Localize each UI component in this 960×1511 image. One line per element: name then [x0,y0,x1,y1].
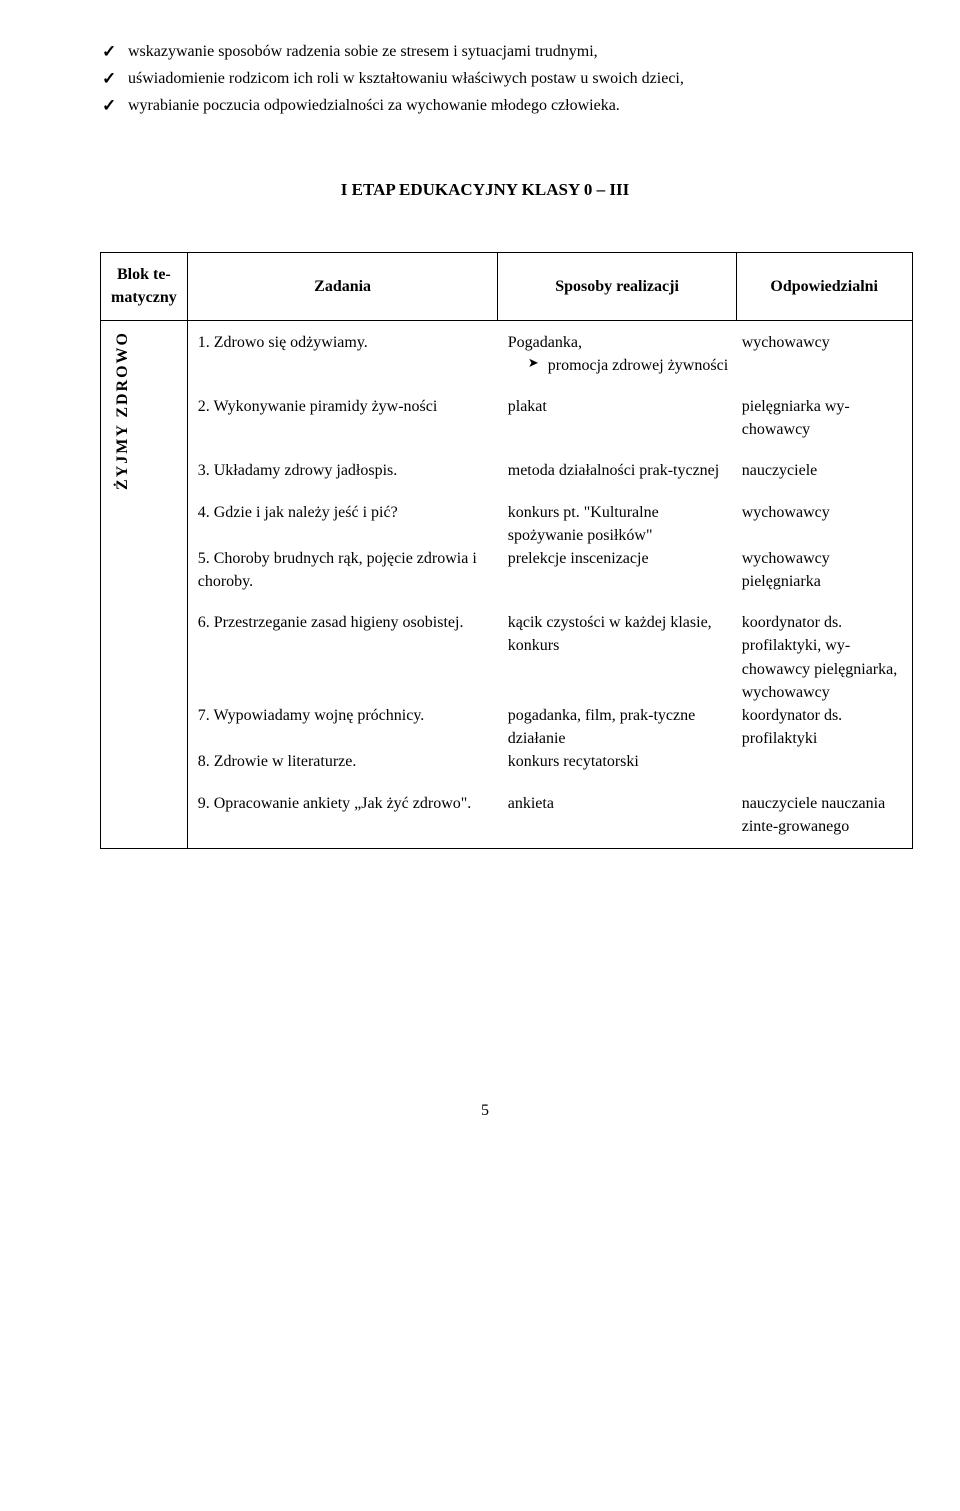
header-tasks: Zadania [187,253,498,320]
task-text: 1. Zdrowo się odżywiamy. [198,331,496,377]
method-text: Pogadanka, promocja zdrowej żywności [508,331,730,377]
bullet-item: uświadomienie rodzicom ich roli w kształ… [100,67,870,90]
curriculum-table: Blok te-matyczny Zadania Sposoby realiza… [100,252,913,849]
table-row: 3. Układamy zdrowy jadłospis. metoda dzi… [198,459,902,482]
method-text: plakat [508,395,730,441]
bullet-item: wyrabianie poczucia odpowiedzialności za… [100,94,870,117]
page-number: 5 [100,1099,870,1122]
method-text: metoda działalności prak-tycznej [508,459,730,482]
task-text: 5. Choroby brudnych rąk, pojęcie zdrowia… [198,547,496,593]
responsible-text: koordynator ds. profilaktyki, wy-chowawc… [742,611,902,704]
method-subitem: promocja zdrowej żywności [528,354,730,377]
section-title: I ETAP EDUKACYJNY KLASY 0 – III [100,178,870,203]
intro-bullet-list: wskazywanie sposobów radzenia sobie ze s… [100,40,870,118]
responsible-text: pielęgniarka wy-chowawcy [742,395,902,441]
task-text: 4. Gdzie i jak należy jeść i pić? [198,501,496,547]
responsible-text: koordynator ds. profilaktyki [742,704,902,750]
table-row: 5. Choroby brudnych rąk, pojęcie zdrowia… [198,547,902,593]
task-text: 8. Zdrowie w literaturze. [198,750,496,773]
bullet-item: wskazywanie sposobów radzenia sobie ze s… [100,40,870,63]
block-label: ŻYJMY ZDROWO [111,331,134,490]
responsible-text: nauczyciele nauczania zinte-growanego [742,792,902,838]
responsible-text: nauczyciele [742,459,902,482]
table-row: 2. Wykonywanie piramidy żyw-ności plakat… [198,395,902,441]
table-row: 9. Opracowanie ankiety „Jak żyć zdrowo".… [198,792,902,838]
table-row: 1. Zdrowo się odżywiamy. Pogadanka, prom… [198,331,902,377]
responsible-text: wychowawcy [742,331,902,377]
task-text: 2. Wykonywanie piramidy żyw-ności [198,395,496,441]
block-cell: ŻYJMY ZDROWO [101,320,188,848]
header-responsible: Odpowiedzialni [736,253,912,320]
responsible-text: wychowawcy pielęgniarka [742,547,902,593]
table-row: 6. Przestrzeganie zasad higieny osobiste… [198,611,902,704]
header-methods: Sposoby realizacji [498,253,736,320]
task-text: 7. Wypowiadamy wojnę próchnicy. [198,704,496,750]
responsible-text [742,750,902,773]
table-row: 4. Gdzie i jak należy jeść i pić? konkur… [198,501,902,547]
method-plain: Pogadanka, [508,334,582,351]
method-text: pogadanka, film, prak-tyczne działanie [508,704,730,750]
method-text: prelekcje inscenizacje [508,547,730,593]
task-text: 6. Przestrzeganie zasad higieny osobiste… [198,611,496,704]
responsible-text: wychowawcy [742,501,902,547]
method-text: konkurs recytatorski [508,750,730,773]
method-text: ankieta [508,792,730,838]
table-row: 7. Wypowiadamy wojnę próchnicy. pogadank… [198,704,902,750]
header-block: Blok te-matyczny [101,253,188,320]
table-row: 8. Zdrowie w literaturze. konkurs recyta… [198,750,902,773]
method-text: kącik czystości w każdej klasie, konkurs [508,611,730,704]
content-cell: 1. Zdrowo się odżywiamy. Pogadanka, prom… [187,320,912,848]
task-text: 9. Opracowanie ankiety „Jak żyć zdrowo". [198,792,496,838]
method-text: konkurs pt. "Kulturalne spożywanie posił… [508,501,730,547]
task-text: 3. Układamy zdrowy jadłospis. [198,459,496,482]
method-sublist: promocja zdrowej żywności [508,354,730,377]
